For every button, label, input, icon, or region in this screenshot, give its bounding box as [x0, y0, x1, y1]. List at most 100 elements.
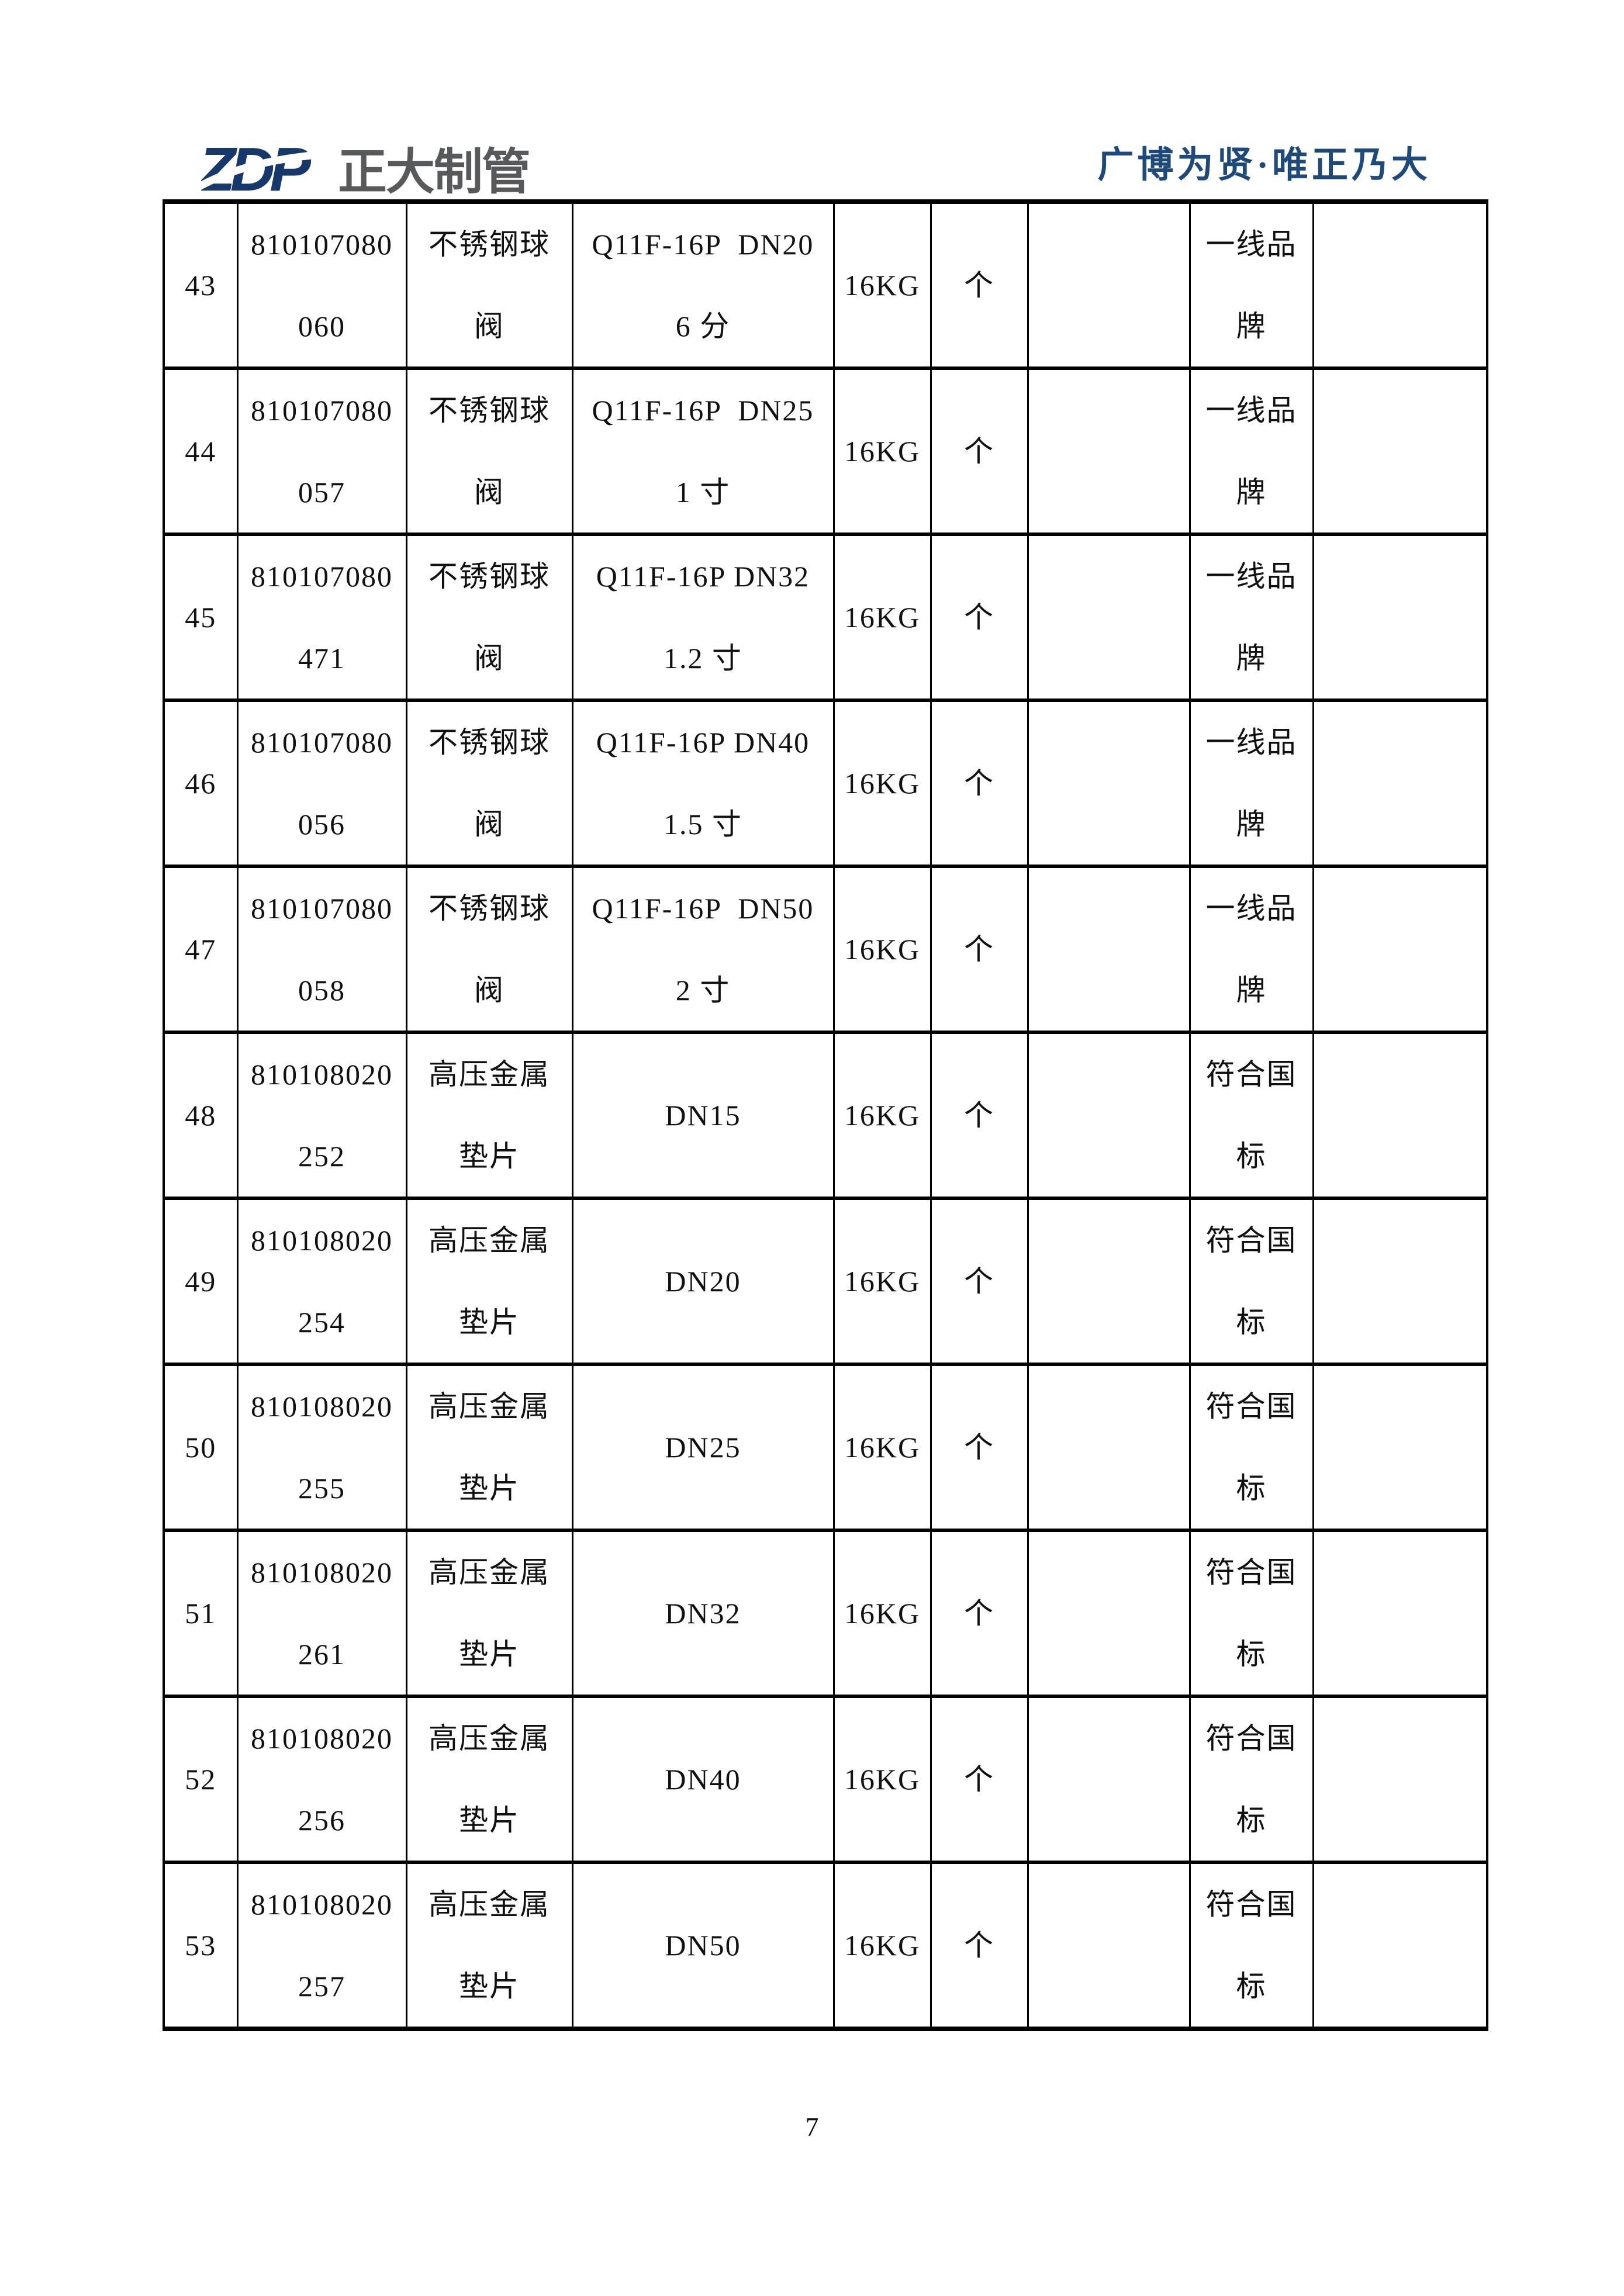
cell-row-number-line: 50: [185, 1431, 217, 1464]
cell-spec: Q11F-16P DN40 1.5 寸: [571, 699, 835, 868]
cell-spec-line: Q11F-16P DN20: [592, 228, 814, 261]
cell-material-code-line: 056: [298, 808, 345, 841]
cell-remark-empty: [1312, 1031, 1488, 1200]
cell-product-name: 高压金属 垫片: [405, 1695, 573, 1864]
cell-row-number: 50: [163, 1363, 239, 1532]
cell-spec: DN32: [571, 1529, 835, 1698]
cell-unit-line: 个: [964, 1929, 994, 1962]
cell-material-code-line: 261: [298, 1638, 345, 1671]
cell-remark-empty: [1312, 532, 1488, 702]
company-logo: ZDP 正大制管: [201, 139, 531, 198]
cell-product-name: 不锈钢球阀: [405, 699, 573, 868]
cell-material-code: 810108020 255: [236, 1363, 407, 1532]
table-row: 51 810108020 261 高压金属 垫片 DN32 16KG 个 符合国标: [163, 1529, 1488, 1698]
page-number: 7: [805, 2112, 819, 2142]
cell-material-code-line: 810107080: [251, 726, 393, 759]
cell-spec-line: 1.5 寸: [664, 808, 742, 841]
cell-brand-note-line: 牌: [1236, 974, 1267, 1007]
cell-pressure-line: 16KG: [844, 1597, 921, 1630]
table-row: 52 810108020 256 高压金属 垫片 DN40 16KG 个 符合国标: [163, 1695, 1488, 1864]
cell-quantity-empty: [1027, 1031, 1191, 1200]
cell-product-name-line: 不锈钢球: [429, 892, 550, 925]
cell-row-number: 49: [163, 1197, 239, 1366]
table-row: 47 810107080 058 不锈钢球阀 Q11F-16P DN50 2 寸 16KG 个…: [163, 865, 1488, 1034]
cell-pressure-line: 16KG: [844, 1265, 921, 1298]
cell-pressure: 16KG: [832, 865, 932, 1034]
cell-pressure: 16KG: [832, 532, 932, 702]
cell-spec: DN25: [571, 1363, 835, 1532]
cell-material-code-line: 810108020: [251, 1224, 393, 1257]
cell-brand-note-line: 符合国: [1205, 1390, 1297, 1423]
svg-text:ZDP: ZDP: [201, 139, 311, 198]
cell-pressure-line: 16KG: [844, 435, 921, 468]
cell-unit-line: 个: [964, 1265, 994, 1298]
cell-pressure: 16KG: [832, 1197, 932, 1366]
cell-product-name-line: 不锈钢球: [429, 394, 550, 427]
cell-product-name-line: 不锈钢球: [429, 560, 550, 593]
cell-row-number-line: 45: [185, 601, 217, 634]
cell-spec: Q11F-16P DN20 6 分: [571, 199, 835, 370]
cell-spec-line: DN32: [665, 1597, 741, 1630]
cell-material-code-line: 060: [298, 310, 345, 343]
cell-product-name: 高压金属 垫片: [405, 1363, 573, 1532]
cell-pressure-line: 16KG: [844, 767, 921, 800]
cell-brand-note: 符合国标: [1188, 1363, 1314, 1532]
cell-material-code-line: 810108020: [251, 1390, 393, 1423]
cell-unit-line: 个: [964, 1431, 994, 1464]
cell-unit: 个: [930, 366, 1029, 536]
cell-spec: DN50: [571, 1861, 835, 2031]
cell-product-name-line: 阀: [474, 476, 505, 509]
cell-unit: 个: [930, 1861, 1029, 2031]
cell-brand-note-line: 牌: [1236, 476, 1267, 509]
cell-pressure: 16KG: [832, 1031, 932, 1200]
cell-spec-line: Q11F-16P DN32: [596, 560, 810, 593]
cell-pressure-line: 16KG: [844, 269, 921, 302]
cell-unit: 个: [930, 865, 1029, 1034]
cell-spec-line: DN50: [665, 1929, 741, 1962]
cell-material-code-line: 252: [298, 1140, 345, 1173]
cell-product-name-line: 高压金属: [429, 1888, 550, 1921]
cell-material-code-line: 810108020: [251, 1058, 393, 1091]
table-row: 48 810108020 252 高压金属 垫片 DN15 16KG 个 符合国标: [163, 1031, 1488, 1200]
cell-spec: DN15: [571, 1031, 835, 1200]
cell-brand-note-line: 标: [1236, 1970, 1267, 2003]
cell-spec: Q11F-16P DN50 2 寸: [571, 865, 835, 1034]
zdp-logo-icon: ZDP: [201, 139, 322, 198]
cell-material-code-line: 471: [298, 642, 345, 675]
cell-remark-empty: [1312, 1363, 1488, 1532]
cell-row-number-line: 48: [185, 1099, 217, 1132]
cell-pressure: 16KG: [832, 199, 932, 370]
cell-row-number: 53: [163, 1861, 239, 2031]
cell-spec-line: 1.2 寸: [664, 642, 742, 675]
cell-brand-note-line: 牌: [1236, 310, 1267, 343]
cell-brand-note-line: 标: [1236, 1472, 1267, 1505]
cell-unit: 个: [930, 699, 1029, 868]
cell-row-number-line: 53: [185, 1929, 217, 1962]
cell-brand-note: 符合国标: [1188, 1031, 1314, 1200]
cell-pressure: 16KG: [832, 1363, 932, 1532]
cell-spec-line: Q11F-16P DN40: [596, 726, 810, 759]
product-table: 43 810107080 060 不锈钢球阀 Q11F-16P DN20 6 分 16KG 个…: [163, 199, 1488, 2031]
cell-row-number-line: 43: [185, 269, 217, 302]
cell-material-code: 810107080 060: [236, 199, 407, 370]
cell-pressure: 16KG: [832, 1529, 932, 1698]
cell-brand-note-line: 标: [1236, 1140, 1267, 1173]
cell-brand-note: 一线品牌: [1188, 699, 1314, 868]
cell-row-number-line: 52: [185, 1763, 217, 1796]
cell-row-number: 48: [163, 1031, 239, 1200]
cell-product-name-line: 垫片: [459, 1472, 520, 1505]
cell-material-code-line: 256: [298, 1804, 345, 1837]
cell-pressure: 16KG: [832, 366, 932, 536]
cell-material-code-line: 810107080: [251, 394, 393, 427]
cell-material-code-line: 810108020: [251, 1888, 393, 1921]
cell-remark-empty: [1312, 1197, 1488, 1366]
cell-remark-empty: [1312, 366, 1488, 536]
cell-brand-note-line: 一线品: [1205, 560, 1297, 593]
table-row: 45 810107080 471 不锈钢球阀 Q11F-16P DN32 1.2 寸 16K…: [163, 532, 1488, 702]
cell-material-code: 810108020 261: [236, 1529, 407, 1698]
cell-product-name-line: 垫片: [459, 1970, 520, 2003]
cell-product-name: 不锈钢球阀: [405, 865, 573, 1034]
cell-row-number: 45: [163, 532, 239, 702]
cell-spec-line: 2 寸: [675, 974, 731, 1007]
table-row: 43 810107080 060 不锈钢球阀 Q11F-16P DN20 6 分 16KG 个…: [163, 199, 1488, 370]
